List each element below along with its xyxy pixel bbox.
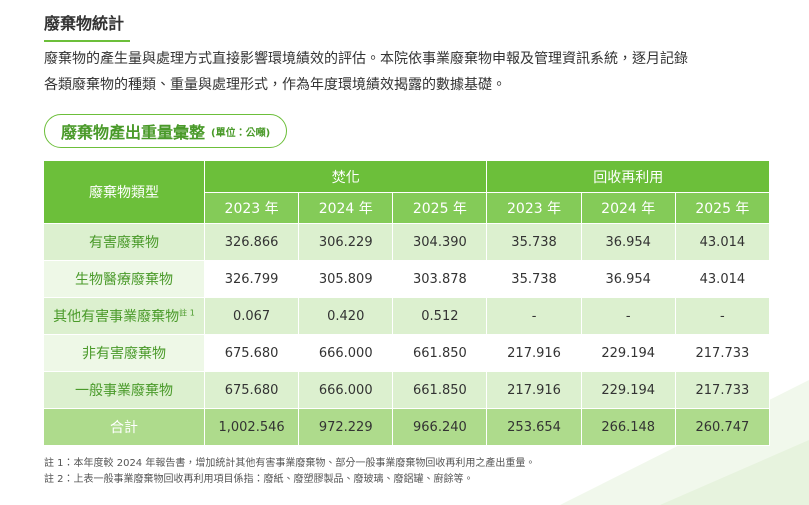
row-label-text: 合計 — [110, 420, 138, 436]
data-cell: 229.194 — [580, 371, 676, 409]
row-note: 註 1 — [179, 308, 195, 318]
row-label: 非有害廢棄物 — [43, 334, 205, 372]
data-cell: 0.067 — [203, 297, 300, 335]
table-row: 非有害廢棄物 675.680 666.000 661.850 217.916 229.19… — [43, 334, 771, 372]
table-heading: 廢棄物產出重量彙整 (單位：公噸) — [44, 114, 288, 148]
data-cell: - — [486, 297, 582, 335]
header-row: 廢棄物類型 焚化 回收再利用 — [43, 160, 770, 224]
year-header: 2023 年 — [203, 192, 300, 224]
data-cell: 43.014 — [674, 260, 771, 298]
row-label: 有害廢棄物 — [43, 223, 205, 261]
year-header: 2023 年 — [486, 192, 582, 224]
data-cell: 36.954 — [580, 260, 676, 298]
table-row: 合計 1,002.546 972.229 966.240 253.654 266.148 2… — [43, 408, 771, 446]
data-cell: 43.014 — [674, 223, 771, 261]
data-cell: - — [674, 297, 771, 335]
row-label-text: 生物醫療廢棄物 — [75, 272, 173, 288]
table-row: 一般事業廢棄物 675.680 666.000 661.850 217.916 229.1… — [43, 371, 771, 409]
corner-header: 廢棄物類型 — [43, 160, 205, 224]
table-title: 廢棄物產出重量彙整 — [61, 123, 206, 142]
year-header: 2024 年 — [580, 192, 676, 224]
intro-line: 各類廢棄物的種類、重量與處理形式，作為年度環境績效揭露的數據基礎。 — [44, 77, 506, 93]
data-cell: 217.916 — [486, 334, 582, 372]
row-label-text: 一般事業廢棄物 — [75, 383, 173, 399]
table-row: 有害廢棄物 326.866 306.229 304.390 35.738 36.954 43… — [43, 223, 771, 261]
data-cell: 303.878 — [392, 260, 488, 298]
row-label-text: 有害廢棄物 — [89, 235, 159, 251]
data-cell: 260.747 — [674, 408, 771, 446]
group-header: 焚化 — [203, 160, 488, 193]
decor-shape — [660, 440, 809, 505]
data-cell: 972.229 — [298, 408, 394, 446]
data-cell: 217.733 — [674, 334, 771, 372]
data-cell: 0.420 — [298, 297, 394, 335]
group-header: 回收再利用 — [486, 160, 770, 193]
table-row: 生物醫療廢棄物 326.799 305.809 303.878 35.738 36.954… — [43, 260, 771, 298]
data-cell: 666.000 — [298, 334, 394, 372]
data-cell: 35.738 — [486, 260, 582, 298]
footnote: 註 1：本年度較 2024 年報告書，增加統計其他有害事業廢棄物、部分一般事業廢… — [44, 458, 536, 469]
year-header: 2024 年 — [298, 192, 394, 224]
data-cell: 1,002.546 — [203, 408, 300, 446]
year-header: 2025 年 — [392, 192, 488, 224]
data-cell: 217.733 — [674, 371, 771, 409]
data-cell: 253.654 — [486, 408, 582, 446]
footnote: 註 2：上表一般事業廢棄物回收再利用項目係指：廢紙、廢塑膠製品、廢玻璃、廢鋁罐、… — [44, 474, 474, 485]
data-cell: 217.916 — [486, 371, 582, 409]
section-title: 廢棄物統計 — [44, 10, 131, 42]
data-cell: 0.512 — [392, 297, 488, 335]
intro-line: 廢棄物的產生量與處理方式直接影響環境績效的評估。本院依事業廢棄物申報及管理資訊系… — [44, 51, 688, 67]
row-label: 生物醫療廢棄物 — [43, 260, 205, 298]
intro-paragraph: 廢棄物的產生量與處理方式直接影響環境績效的評估。本院依事業廢棄物申報及管理資訊系… — [44, 46, 784, 98]
data-cell: 661.850 — [392, 371, 488, 409]
data-cell: 229.194 — [580, 334, 676, 372]
data-cell: 306.229 — [298, 223, 394, 261]
table-body: 有害廢棄物 326.866 306.229 304.390 35.738 36.954 43… — [43, 223, 771, 446]
footnotes: 註 1：本年度較 2024 年報告書，增加統計其他有害事業廢棄物、部分一般事業廢… — [44, 456, 535, 488]
table-unit: (單位：公噸) — [211, 127, 271, 139]
data-cell: 675.680 — [203, 371, 300, 409]
data-cell: 36.954 — [580, 223, 676, 261]
data-cell: - — [580, 297, 676, 335]
data-cell: 326.866 — [203, 223, 300, 261]
data-cell: 966.240 — [392, 408, 488, 446]
year-header: 2025 年 — [674, 192, 771, 224]
data-cell: 675.680 — [203, 334, 300, 372]
row-label-text: 非有害廢棄物 — [82, 346, 166, 362]
data-cell: 304.390 — [392, 223, 488, 261]
row-label: 合計 — [43, 408, 205, 446]
data-cell: 266.148 — [580, 408, 676, 446]
row-label: 一般事業廢棄物 — [43, 371, 205, 409]
row-label-text: 其他有害事業廢棄物 — [53, 309, 180, 325]
table-row: 其他有害事業廢棄物註 1 0.067 0.420 0.512- - - — [43, 297, 771, 335]
data-cell: 305.809 — [298, 260, 394, 298]
data-cell: 35.738 — [486, 223, 582, 261]
data-cell: 661.850 — [392, 334, 488, 372]
data-cell: 666.000 — [298, 371, 394, 409]
header-row: 2023 年 2024 年 2025 年 2023 年 2024 年 2025 年 — [44, 192, 771, 224]
row-label: 其他有害事業廢棄物註 1 — [43, 297, 205, 335]
data-cell: 326.799 — [203, 260, 300, 298]
